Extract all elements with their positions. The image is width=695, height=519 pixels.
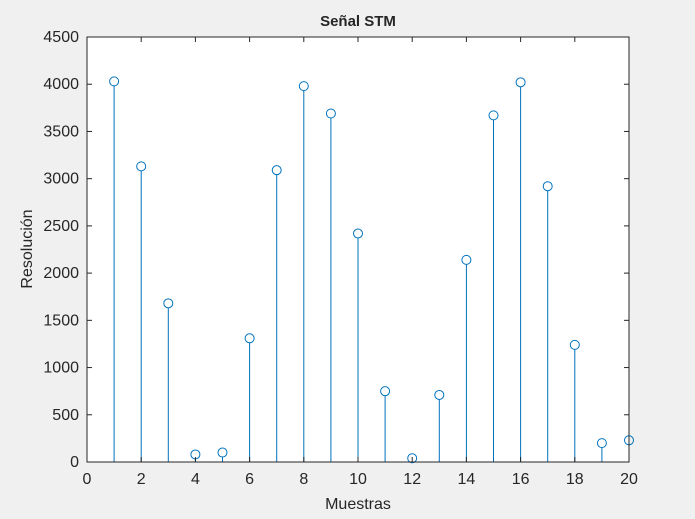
x-tick-label: 14 (458, 471, 476, 488)
stem-marker (271, 165, 282, 176)
y-tick-label: 4000 (43, 76, 79, 93)
x-tick-label: 10 (349, 471, 367, 488)
stem-marker (407, 453, 418, 464)
stem-marker (325, 108, 336, 119)
stem-marker (298, 81, 309, 92)
stem-marker (109, 76, 120, 87)
y-tick-label: 500 (52, 407, 79, 424)
y-tick-label: 2000 (43, 265, 79, 282)
x-tick-label: 12 (403, 471, 421, 488)
y-tick-label: 1000 (43, 360, 79, 377)
stem-series (109, 76, 634, 464)
x-tick-label: 4 (191, 471, 200, 488)
y-axis-label: Resolución (19, 209, 36, 288)
stem-marker (461, 254, 472, 265)
stem-marker (434, 389, 445, 400)
stem-marker (380, 386, 391, 397)
stem-marker (596, 438, 607, 449)
stem-marker (244, 333, 255, 344)
stem-marker (542, 181, 553, 192)
stem-marker (488, 110, 499, 121)
axes-frame (86, 36, 630, 463)
x-axis-label: Muestras (325, 496, 391, 513)
x-tick-label: 6 (245, 471, 254, 488)
stem-marker (217, 447, 228, 458)
x-tick-label: 2 (137, 471, 146, 488)
y-tick-label: 3500 (43, 123, 79, 140)
y-tick-label: 1500 (43, 312, 79, 329)
stem-marker (163, 298, 174, 309)
y-tick-label: 2500 (43, 218, 79, 235)
y-tick-label: 3000 (43, 171, 79, 188)
x-tick-label: 8 (299, 471, 308, 488)
x-tick-label: 0 (83, 471, 92, 488)
stem-marker (569, 339, 580, 350)
axis-ticks: 0 2 4 6 8 10 12 14 16 18 20 0 500 1000 1500 2000 2500 300… (43, 29, 638, 488)
stem-marker (136, 161, 147, 172)
y-tick-label: 0 (70, 454, 79, 471)
x-tick-label: 20 (620, 471, 638, 488)
x-tick-label: 16 (512, 471, 530, 488)
stem-marker (353, 228, 363, 239)
y-tick-label: 4500 (43, 29, 79, 46)
chart-title: Señal STM (320, 13, 396, 30)
x-tick-label: 18 (566, 471, 584, 488)
stem-marker (515, 77, 526, 88)
